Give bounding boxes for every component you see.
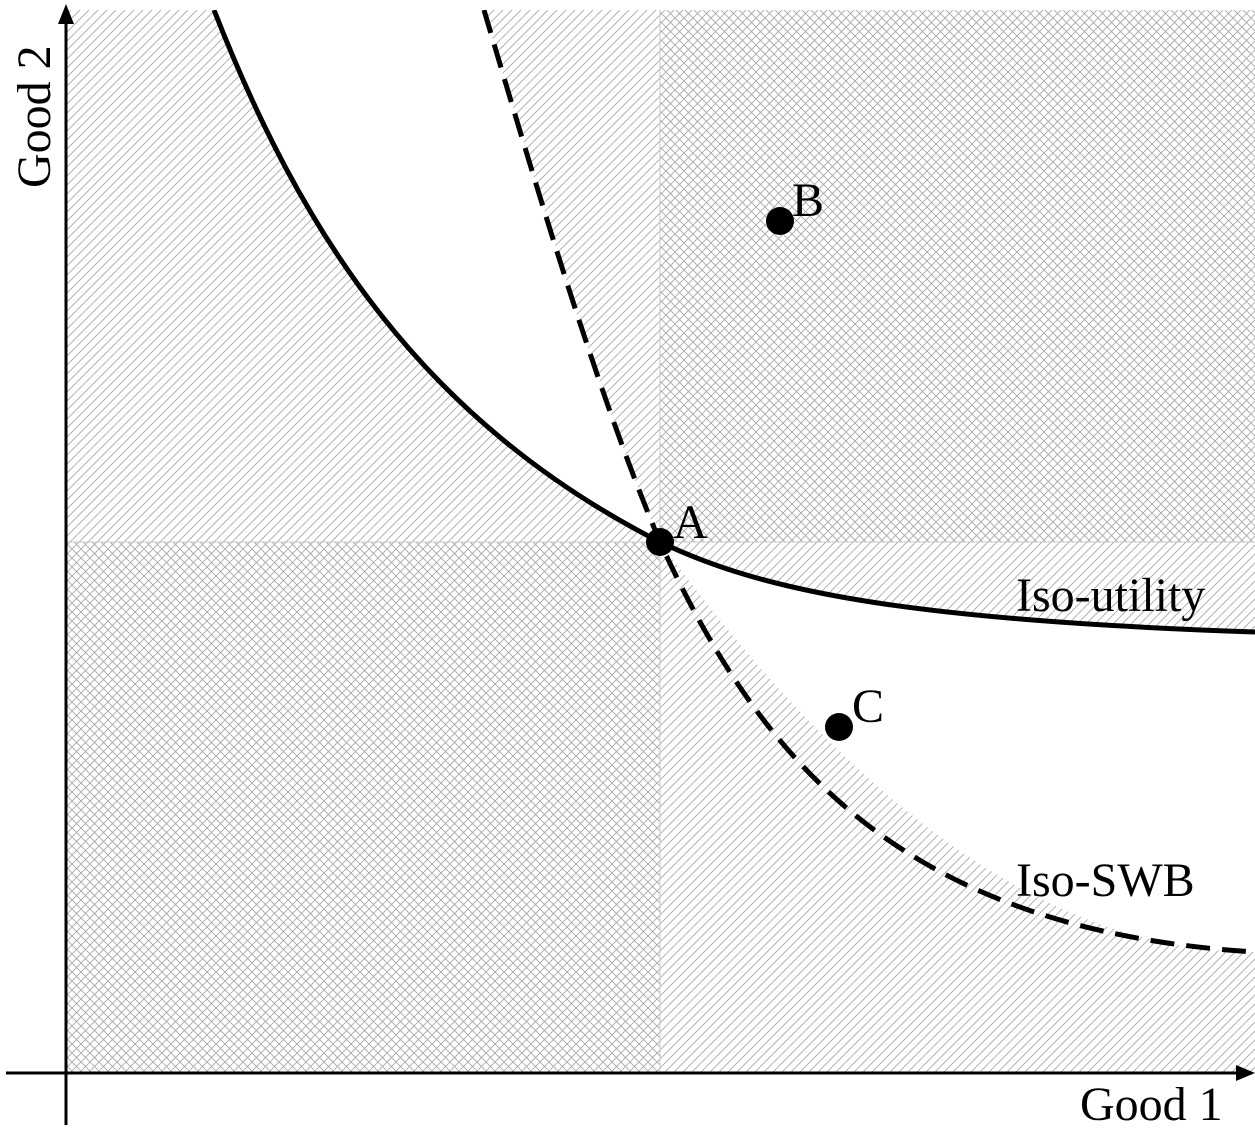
point-b-label: B (792, 174, 824, 227)
region-upper-right-b (660, 10, 1255, 542)
axes (6, 4, 1255, 1125)
y-axis-arrow-icon (58, 4, 74, 24)
point-c (825, 713, 853, 741)
y-axis-label: Good 2 (8, 45, 61, 188)
x-axis-arrow-icon (1236, 1065, 1255, 1081)
point-b (766, 207, 794, 235)
iso-swb-label: Iso-SWB (1016, 854, 1195, 907)
region-lower-left-b (66, 542, 660, 1073)
point-a-label: A (673, 496, 708, 549)
iso-utility-curve (211, 10, 1255, 635)
iso-utility-label: Iso-utility (1016, 569, 1205, 622)
gap-upper (214, 10, 660, 542)
gap-lower (660, 542, 1255, 952)
iso-swb-curve (481, 10, 1255, 955)
x-axis-label: Good 1 (1080, 1078, 1223, 1128)
point-c-label: C (852, 680, 884, 733)
point-a (646, 528, 674, 556)
